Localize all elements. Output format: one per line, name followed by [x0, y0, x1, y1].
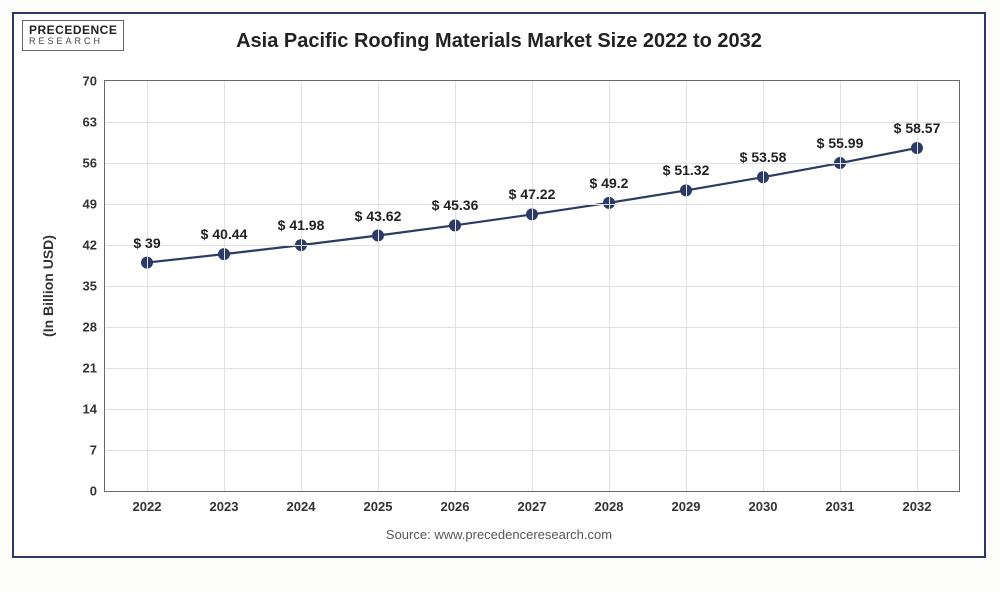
data-label: $ 43.62: [355, 208, 402, 224]
source-caption: Source: www.precedenceresearch.com: [14, 527, 984, 542]
y-tick-label: 70: [83, 74, 97, 89]
gridline-vertical: [147, 81, 148, 491]
x-tick-label: 2022: [133, 499, 162, 514]
x-tick-label: 2023: [210, 499, 239, 514]
x-tick-label: 2032: [903, 499, 932, 514]
gridline-vertical: [532, 81, 533, 491]
gridline-vertical: [917, 81, 918, 491]
plot-area: 0714212835424956637020222023202420252026…: [104, 80, 960, 492]
x-tick-label: 2024: [287, 499, 316, 514]
x-tick-label: 2028: [595, 499, 624, 514]
y-tick-label: 28: [83, 320, 97, 335]
x-tick-label: 2025: [364, 499, 393, 514]
data-label: $ 58.57: [894, 120, 941, 136]
x-tick-label: 2026: [441, 499, 470, 514]
y-tick-label: 49: [83, 197, 97, 212]
y-tick-label: 14: [83, 402, 97, 417]
x-tick-label: 2027: [518, 499, 547, 514]
data-label: $ 51.32: [663, 162, 710, 178]
data-label: $ 55.99: [817, 135, 864, 151]
y-tick-label: 42: [83, 238, 97, 253]
x-tick-label: 2031: [826, 499, 855, 514]
data-label: $ 53.58: [740, 149, 787, 165]
data-label: $ 47.22: [509, 186, 556, 202]
chart-frame: PRECEDENCE RESEARCH Asia Pacific Roofing…: [12, 12, 986, 558]
y-tick-label: 63: [83, 115, 97, 130]
data-label: $ 49.2: [590, 175, 629, 191]
gridline-vertical: [224, 81, 225, 491]
y-axis-label: (In Billion USD): [40, 235, 56, 337]
x-tick-label: 2029: [672, 499, 701, 514]
data-label: $ 40.44: [201, 226, 248, 242]
y-tick-label: 56: [83, 156, 97, 171]
x-tick-label: 2030: [749, 499, 778, 514]
data-label: $ 39: [133, 235, 160, 251]
y-tick-label: 35: [83, 279, 97, 294]
y-tick-label: 7: [90, 443, 97, 458]
y-tick-label: 0: [90, 484, 97, 499]
data-label: $ 45.36: [432, 197, 479, 213]
gridline-vertical: [763, 81, 764, 491]
y-tick-label: 21: [83, 361, 97, 376]
gridline-vertical: [686, 81, 687, 491]
gridline-vertical: [378, 81, 379, 491]
chart-title: Asia Pacific Roofing Materials Market Si…: [14, 30, 984, 53]
gridline-vertical: [301, 81, 302, 491]
gridline-vertical: [609, 81, 610, 491]
gridline-vertical: [455, 81, 456, 491]
data-label: $ 41.98: [278, 217, 325, 233]
